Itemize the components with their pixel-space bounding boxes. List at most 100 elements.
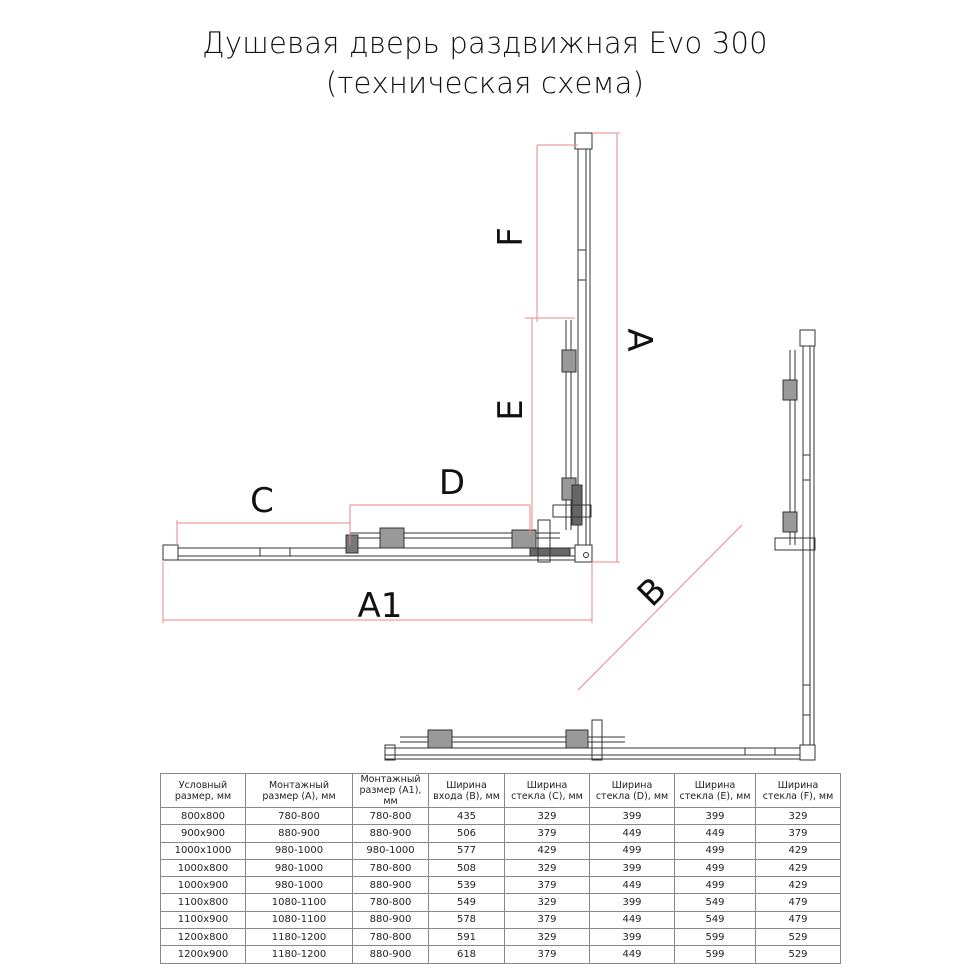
table-cell: 449 xyxy=(589,910,675,930)
table-cell: 499 xyxy=(674,876,756,895)
column-header: Условный размер, мм xyxy=(160,773,246,808)
column-header-line: Ширина xyxy=(777,779,819,791)
table-cell: 429 xyxy=(504,841,590,860)
table-cell: 449 xyxy=(589,824,675,843)
table-cell: 329 xyxy=(755,806,841,826)
label-b: B xyxy=(630,570,675,615)
label-a: A xyxy=(619,328,659,351)
table-cell: 599 xyxy=(674,945,756,964)
column-header: Ширина стекла (C), мм xyxy=(504,773,590,808)
table-cell: 479 xyxy=(755,893,841,912)
table-cell: 379 xyxy=(755,824,841,843)
column-header-line: Условный xyxy=(178,779,228,791)
table-cell: 1180-1200 xyxy=(245,945,353,964)
table-cell: 329 xyxy=(504,928,590,947)
table-cell: 499 xyxy=(589,841,675,860)
label-d: D xyxy=(439,463,465,503)
right-plan-view xyxy=(384,329,816,761)
column-header-line: Ширина xyxy=(446,779,487,791)
table-cell: 529 xyxy=(755,945,841,964)
table-row: 1000x1000 980-1000 980-1000 577 429 499 499 429 xyxy=(160,841,841,860)
table-cell: 1080-1100 xyxy=(245,893,353,912)
dimensions-table: Условный размер, мм Монтажный размер (A), м… xyxy=(160,773,841,964)
table-cell: 399 xyxy=(589,893,675,912)
column-header: Ширина входа (B), мм xyxy=(428,773,505,808)
column-header-line: стекла (D), мм xyxy=(595,790,669,802)
table-cell: 591 xyxy=(428,928,505,947)
table-cell: 499 xyxy=(674,858,756,878)
table-cell: 329 xyxy=(504,893,590,912)
table-cell: 880-900 xyxy=(352,945,429,964)
table-cell: 1000x800 xyxy=(160,858,246,878)
table-cell: 399 xyxy=(589,928,675,947)
table-cell: 379 xyxy=(504,910,590,930)
dimension-b-line xyxy=(577,524,743,691)
column-header-line: Ширина xyxy=(611,779,653,791)
table-cell: 1100x900 xyxy=(160,910,246,930)
table-cell: 379 xyxy=(504,824,590,843)
column-header: Монтажный размер (A), мм xyxy=(245,773,353,808)
table-cell: 399 xyxy=(589,858,675,878)
column-header-line: входа (B), мм xyxy=(433,790,500,802)
table-cell: 435 xyxy=(428,806,505,826)
column-header-line: размер, мм xyxy=(174,790,232,802)
table-cell: 880-900 xyxy=(352,824,429,843)
top-cap-profile xyxy=(574,132,593,150)
table-cell: 449 xyxy=(674,824,756,843)
table-cell: 329 xyxy=(504,806,590,826)
table-row: 1100x900 1080-1100 880-900 578 379 449 549 479 xyxy=(160,910,841,930)
table-row: 1000x900 980-1000 880-900 539 379 449 499 429 xyxy=(160,876,841,895)
table-row: 1200x900 1180-1200 880-900 618 379 449 599 529 xyxy=(160,945,841,964)
table-cell: 506 xyxy=(428,824,505,843)
column-header-line: стекла (F), мм xyxy=(762,790,834,802)
column-header-line: размер (A), мм xyxy=(262,790,336,802)
technical-drawing: C D A1 E F A B xyxy=(162,132,816,761)
table-cell: 449 xyxy=(589,945,675,964)
column-header: Ширина стекла (F), мм xyxy=(755,773,841,808)
table-cell: 379 xyxy=(504,945,590,964)
table-cell: 900x900 xyxy=(160,824,246,843)
column-header-line: размер (A1), мм xyxy=(359,785,422,807)
corner-profile xyxy=(574,544,593,563)
table-cell: 379 xyxy=(504,876,590,895)
table-cell: 880-900 xyxy=(352,910,429,930)
end-cap-profile xyxy=(162,544,179,561)
left-plan-view xyxy=(162,132,593,563)
page-subtitle: (техническая схема) xyxy=(325,66,645,100)
table-cell: 329 xyxy=(504,858,590,878)
table-cell: 429 xyxy=(755,858,841,878)
column-header-line: стекла (E), мм xyxy=(679,790,751,802)
table-cell: 549 xyxy=(674,893,756,912)
table-cell: 780-800 xyxy=(352,858,429,878)
column-header-line: Ширина xyxy=(694,779,736,791)
table-cell: 599 xyxy=(674,928,756,947)
table-cell: 980-1000 xyxy=(245,841,353,860)
table-cell: 449 xyxy=(589,876,675,895)
table-cell: 1000x1000 xyxy=(160,841,246,860)
table-cell: 578 xyxy=(428,910,505,930)
dimension-lines xyxy=(162,132,743,691)
table-cell: 1000x900 xyxy=(160,876,246,895)
table-cell: 549 xyxy=(674,910,756,930)
table-row: 800x800 780-800 780-800 435 329 399 399 329 xyxy=(160,806,841,826)
table-cell: 618 xyxy=(428,945,505,964)
table-cell: 1080-1100 xyxy=(245,910,353,930)
table-row: 1100x800 1080-1100 780-800 549 329 399 549 479 xyxy=(160,893,841,912)
column-header: Ширина стекла (E), мм xyxy=(674,773,756,808)
table-cell: 1100x800 xyxy=(160,893,246,912)
table-cell: 529 xyxy=(755,928,841,947)
table-cell: 780-800 xyxy=(352,928,429,947)
table-cell: 479 xyxy=(755,910,841,930)
label-e: E xyxy=(491,399,531,420)
table-cell: 549 xyxy=(428,893,505,912)
page-title: Душевая дверь раздвижная Evo 300 xyxy=(202,26,768,60)
column-header-line: стекла (C), мм xyxy=(511,790,583,802)
table-cell: 980-1000 xyxy=(245,858,353,878)
table-cell: 399 xyxy=(674,806,756,826)
table-cell: 1200x800 xyxy=(160,928,246,947)
table-row: 900x900 880-900 880-900 506 379 449 449 379 xyxy=(160,824,841,843)
label-c: C xyxy=(250,481,274,521)
table-row: 1200x800 1180-1200 780-800 591 329 399 599 529 xyxy=(160,928,841,947)
table-cell: 539 xyxy=(428,876,505,895)
label-f: F xyxy=(491,227,531,247)
